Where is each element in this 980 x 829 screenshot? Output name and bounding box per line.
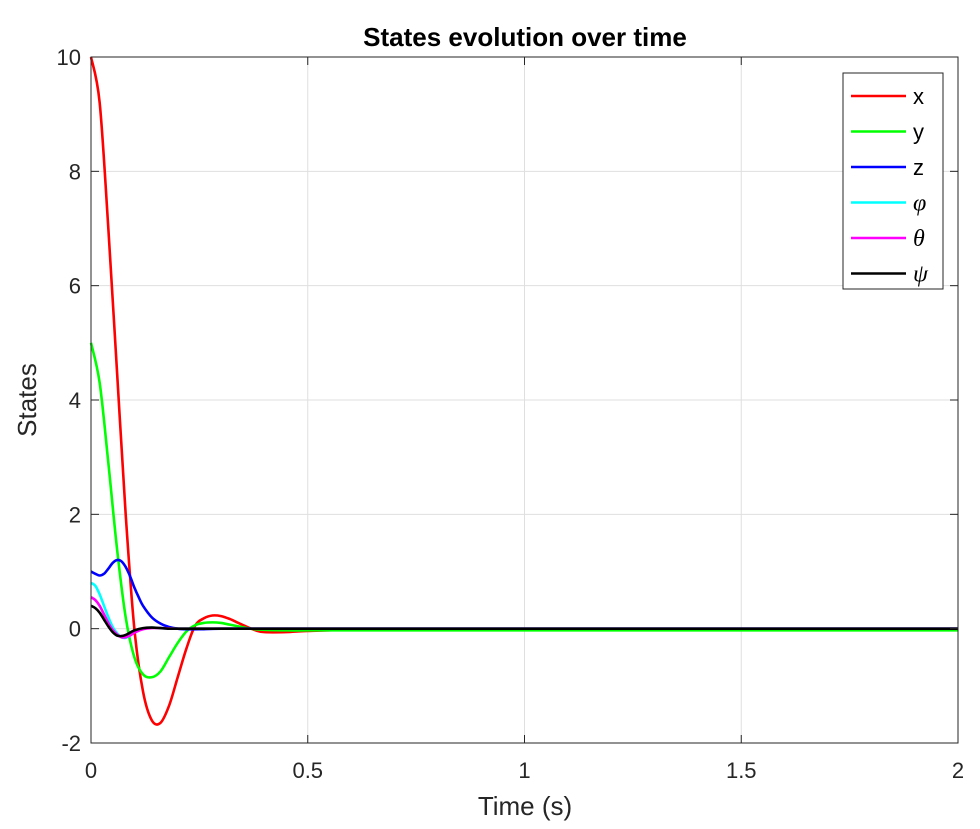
x-tick-labels: 0 0.5 1 1.5 2 [85, 758, 964, 783]
legend-entry-x: x [851, 84, 924, 109]
y-tick-labels: -2 0 2 4 6 8 10 [57, 45, 81, 756]
legend-label: z [913, 155, 924, 180]
legend-entry-z: z [851, 155, 924, 180]
y-tick-label: 2 [69, 502, 81, 527]
legend-label: x [913, 84, 924, 109]
y-tick-label: 0 [69, 617, 81, 642]
y-tick-label: 4 [69, 388, 81, 413]
x-tick-label: 0.5 [292, 758, 323, 783]
legend-entry-psi: ψ [851, 262, 929, 288]
legend-entry-y: y [851, 120, 924, 145]
chart-title: States evolution over time [363, 22, 687, 52]
legend-box [842, 72, 944, 290]
y-axis-label: States [12, 363, 42, 437]
series-lines [89, 56, 959, 726]
y-tick-label: 8 [69, 159, 81, 184]
legend-entry-phi: φ [851, 191, 926, 217]
x-tick-label: 2 [952, 758, 964, 783]
legend-label: y [913, 120, 924, 145]
legend-label: θ [913, 226, 925, 252]
y-series-line [89, 342, 958, 679]
y-tick-label: 10 [57, 45, 81, 70]
x-axis-label: Time (s) [478, 791, 572, 821]
legend-entry-theta: θ [851, 226, 925, 252]
x-tick-label: 0 [85, 758, 97, 783]
y-tick-label: -2 [61, 731, 81, 756]
x-tick-label: 1 [518, 758, 530, 783]
ticks [90, 56, 959, 744]
x-tick-label: 1.5 [726, 758, 757, 783]
legend-label: ψ [913, 262, 929, 288]
y-tick-label: 6 [69, 274, 81, 299]
psi-series-line [90, 604, 959, 638]
legend-label: φ [913, 191, 926, 217]
